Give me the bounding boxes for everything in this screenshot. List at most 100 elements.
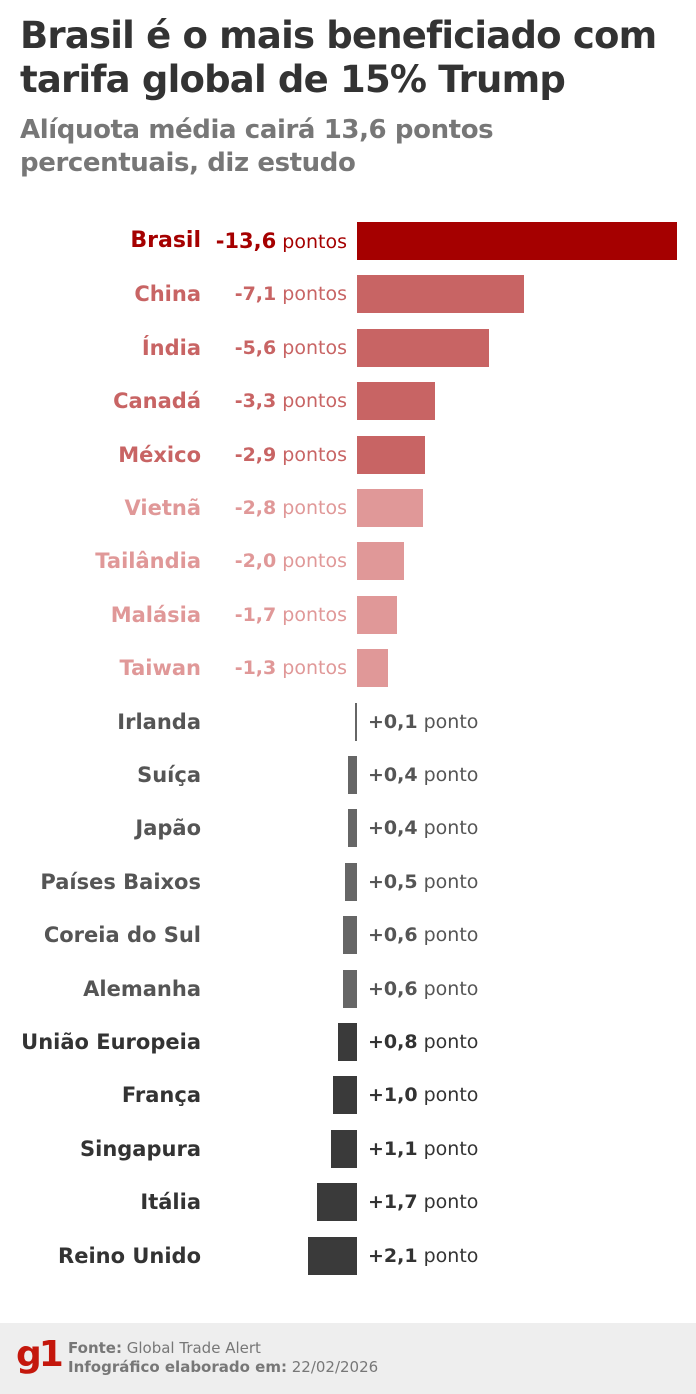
data-value: -2,9: [234, 443, 277, 466]
bar: [357, 595, 397, 634]
data-value: +0,6: [368, 977, 418, 1000]
bar: [347, 809, 357, 848]
data-value: -5,6: [234, 336, 277, 359]
bar: [338, 1023, 357, 1061]
data-unit: pontos: [282, 231, 347, 253]
category-label: Singapura: [80, 1136, 201, 1161]
data-value: +1,1: [368, 1137, 418, 1160]
data-unit: ponto: [423, 1031, 479, 1053]
data-label: +1,0 ponto: [368, 1082, 478, 1108]
data-value: -1,3: [234, 657, 277, 680]
chart-title: Brasil é o mais beneficiado com tarifa g…: [20, 14, 657, 101]
bar: [357, 275, 525, 314]
bar: [307, 1236, 357, 1275]
data-value: +1,0: [368, 1084, 418, 1107]
category-label: França: [121, 1083, 201, 1108]
data-label: -5,6 pontos: [235, 335, 347, 361]
category-label: Japão: [135, 816, 201, 841]
data-unit: pontos: [282, 390, 347, 413]
data-label: -13,6 pontos: [216, 228, 347, 255]
data-value: +1,7: [368, 1191, 418, 1214]
data-label: +2,1 ponto: [368, 1243, 478, 1269]
data-value: +0,4: [368, 764, 418, 786]
data-unit: pontos: [282, 657, 347, 680]
data-label: -7,1 pontos: [235, 281, 347, 307]
data-label: -2,0 pontos: [235, 548, 347, 574]
data-label: +1,1 ponto: [368, 1136, 478, 1162]
data-label: -2,8 pontos: [235, 495, 347, 521]
bar: [357, 222, 677, 260]
data-unit: ponto: [423, 924, 479, 947]
data-label: +0,4 ponto: [368, 762, 478, 788]
category-label: China: [134, 282, 201, 307]
category-label: Irlanda: [117, 709, 201, 734]
bar: [357, 435, 426, 474]
data-label: -3,3 pontos: [235, 388, 347, 414]
data-unit: ponto: [423, 817, 479, 840]
bar: [357, 328, 489, 367]
category-label: Países Baixos: [40, 869, 201, 894]
data-label: +0,1 ponto: [368, 709, 478, 735]
data-unit: ponto: [423, 1244, 479, 1267]
data-label: +0,8 ponto: [368, 1029, 478, 1055]
data-label: -1,3 pontos: [235, 655, 347, 681]
data-unit: pontos: [282, 443, 347, 466]
category-label: Índia: [141, 335, 201, 360]
bar: [317, 1183, 357, 1222]
data-label: +0,6 ponto: [368, 976, 478, 1002]
bar: [345, 862, 357, 901]
footer-text: Fonte: Global Trade Alert Infográfico el…: [68, 1339, 378, 1377]
category-label: Brasil: [130, 228, 201, 253]
bar: [342, 916, 357, 955]
data-value: -2,0: [234, 550, 277, 573]
date-line: Infográfico elaborado em: 22/02/2026: [68, 1358, 378, 1377]
bar: [331, 1129, 357, 1168]
category-label: Malásia: [110, 602, 201, 627]
bar-chart: Brasil -13,6 pontos China -7,1 pontos Índia -…: [21, 222, 677, 1275]
category-label: Reino Unido: [58, 1243, 201, 1268]
data-unit: pontos: [282, 497, 347, 519]
bar: [357, 649, 388, 688]
data-unit: ponto: [423, 870, 479, 893]
data-value: +0,6: [368, 924, 418, 947]
data-label: +1,7 ponto: [368, 1189, 478, 1215]
data-value: +0,8: [368, 1031, 418, 1053]
source-line: Fonte: Global Trade Alert: [68, 1339, 378, 1358]
date-value: 22/02/2026: [291, 1358, 379, 1376]
category-label: Suíça: [137, 763, 201, 787]
data-unit: ponto: [423, 977, 479, 1000]
bar: [357, 489, 423, 527]
bar: [357, 542, 405, 581]
data-value: -13,6: [215, 229, 277, 253]
data-label: -1,7 pontos: [235, 602, 347, 628]
category-label: Vietnã: [124, 496, 201, 520]
data-value: +2,1: [368, 1244, 418, 1267]
data-value: -1,7: [234, 603, 277, 626]
data-unit: ponto: [423, 1137, 479, 1160]
data-label: +0,5 ponto: [368, 869, 478, 895]
footer: g1 Fonte: Global Trade Alert Infográfico…: [0, 1323, 696, 1394]
bar: [347, 756, 357, 794]
data-value: -7,1: [234, 283, 277, 306]
category-label: Tailândia: [95, 549, 201, 574]
bar: [342, 969, 357, 1008]
data-unit: pontos: [282, 336, 347, 359]
data-value: +0,1: [368, 710, 418, 733]
data-unit: ponto: [423, 1084, 479, 1107]
chart-subtitle: Alíquota média cairá 13,6 pontos percent…: [20, 115, 494, 178]
data-label: +0,4 ponto: [368, 815, 478, 841]
data-value: -3,3: [234, 390, 277, 413]
data-label: -2,9 pontos: [235, 442, 347, 468]
data-unit: ponto: [423, 710, 479, 733]
bar: [333, 1076, 357, 1115]
bar: [354, 702, 357, 741]
data-unit: pontos: [282, 550, 347, 573]
date-label: Infográfico elaborado em:: [68, 1358, 287, 1376]
data-unit: ponto: [423, 764, 479, 786]
category-label: Alemanha: [83, 976, 201, 1001]
category-label: México: [118, 442, 201, 467]
data-value: +0,5: [368, 870, 418, 893]
data-unit: pontos: [282, 603, 347, 626]
data-unit: ponto: [423, 1191, 479, 1214]
category-label: Coreia do Sul: [43, 923, 201, 948]
